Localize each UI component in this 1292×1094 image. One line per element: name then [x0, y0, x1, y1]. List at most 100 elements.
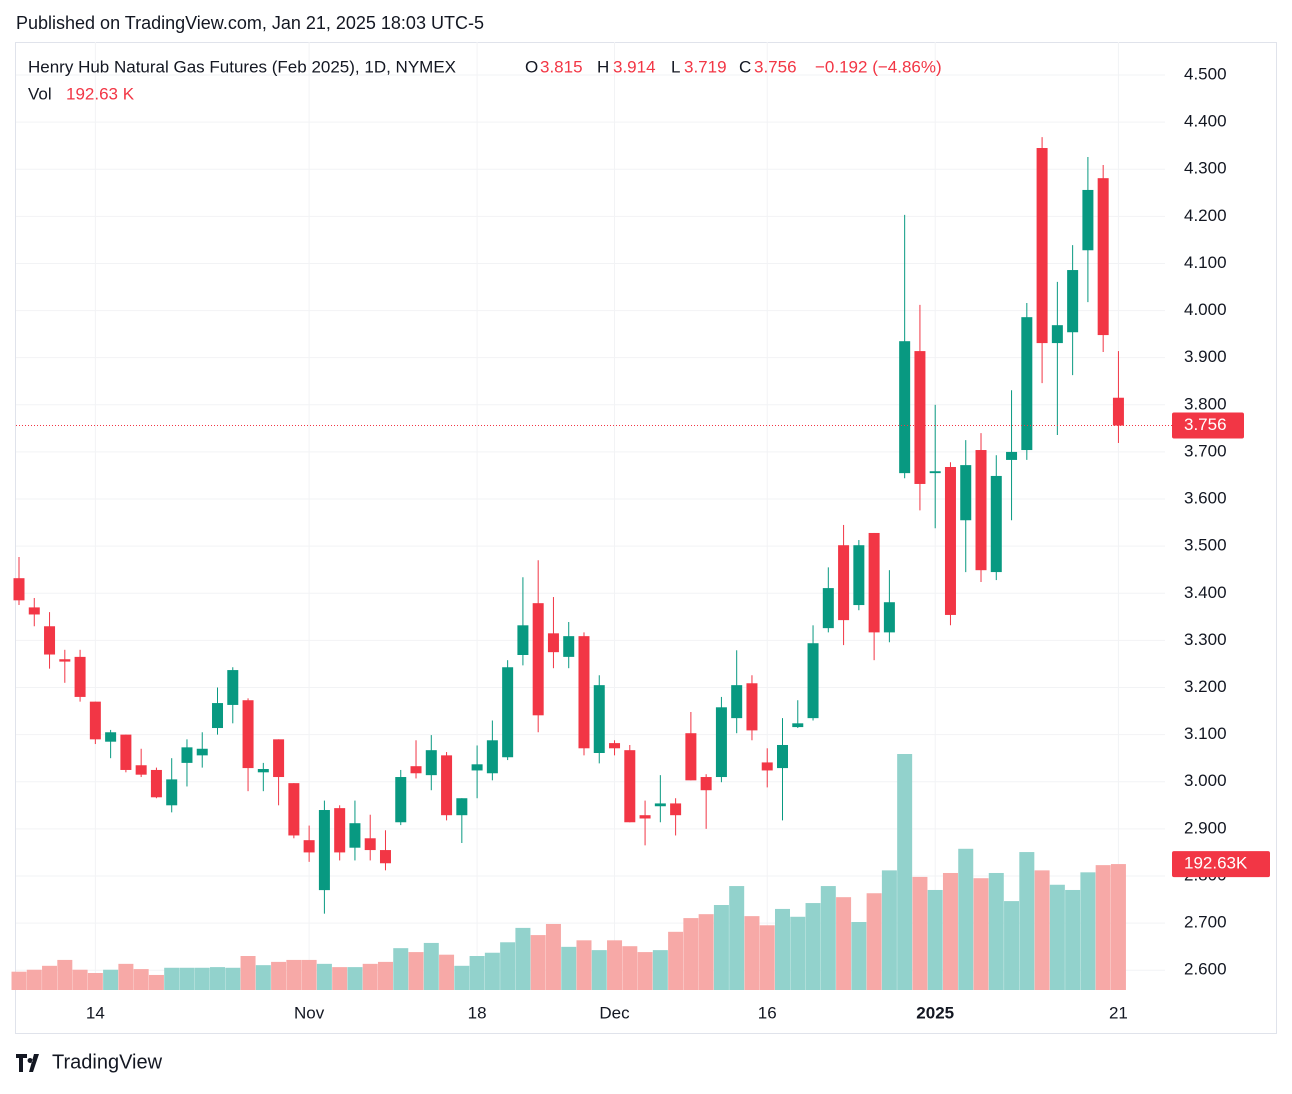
x-tick-label: 21: [1109, 1003, 1128, 1022]
candle-body: [89, 701, 101, 740]
candle-body: [150, 769, 162, 798]
candle-body: [1036, 148, 1048, 344]
legend: Henry Hub Natural Gas Futures (Feb 2025)…: [28, 57, 942, 103]
volume-bar: [439, 954, 455, 990]
candle-body: [777, 744, 788, 769]
y-tick-label: 3.600: [1184, 489, 1227, 508]
candle-body: [929, 471, 941, 474]
volume-bar: [881, 870, 897, 990]
candle-body: [746, 683, 758, 731]
candle-body: [13, 578, 25, 601]
candle-body: [868, 532, 880, 633]
candle-body: [807, 643, 819, 719]
volume-bar: [545, 923, 561, 990]
legend-value: 3.914: [613, 57, 656, 76]
candle-layer: [13, 137, 1124, 914]
candle-body: [28, 607, 40, 615]
candle-body: [960, 465, 972, 521]
grid: [16, 42, 1165, 990]
candle-body: [1112, 397, 1124, 426]
candle-body: [715, 707, 727, 778]
candle-body: [822, 588, 834, 629]
volume-bar: [103, 969, 119, 990]
candle-body: [593, 685, 605, 753]
y-tick-label: 4.300: [1184, 159, 1227, 178]
volume-bar: [42, 965, 58, 990]
candle-body: [257, 769, 269, 773]
volume-bar: [515, 927, 531, 990]
volume-bar: [423, 942, 439, 990]
volume-bar: [1049, 884, 1065, 990]
candle-body: [761, 762, 773, 771]
candle-body: [639, 815, 651, 819]
volume-bar: [729, 886, 745, 990]
y-tick-label: 3.900: [1184, 347, 1227, 366]
candle-body: [441, 755, 453, 816]
candle-body: [334, 808, 346, 853]
legend-value: 3.815: [540, 57, 583, 76]
y-tick-label: 4.400: [1184, 112, 1227, 131]
candle-body: [944, 466, 956, 615]
volume-bar: [836, 897, 852, 990]
y-tick-label: 4.500: [1184, 64, 1227, 83]
y-tick-label: 2.600: [1184, 960, 1227, 979]
volume-bar: [973, 878, 989, 990]
candle-body: [990, 475, 1002, 573]
candle-body: [547, 633, 559, 653]
volume-bar: [148, 974, 164, 990]
x-tick-label: 16: [758, 1003, 777, 1022]
volume-bar: [393, 948, 409, 990]
volume-bar: [561, 946, 577, 990]
volume-bar: [332, 967, 348, 990]
candle-body: [792, 723, 804, 728]
candle-body: [654, 803, 666, 807]
candle-body: [471, 764, 483, 771]
last-volume-badge: [1172, 851, 1270, 878]
legend-label: O: [525, 57, 538, 76]
last-price-badge: [1172, 412, 1244, 439]
volume-bar: [469, 956, 485, 990]
candle-body: [700, 777, 712, 791]
candle-body: [914, 351, 926, 484]
candle-body: [1051, 325, 1063, 344]
y-tick-label: 2.700: [1184, 913, 1227, 932]
volume-bar: [87, 973, 103, 990]
volume-bar: [1110, 864, 1126, 990]
candle-body: [410, 766, 422, 774]
volume-bar: [942, 872, 958, 990]
candle-body: [838, 545, 850, 621]
legend-label: L: [671, 57, 680, 76]
last-price-label: 3.756: [1184, 415, 1227, 434]
volume-bar: [255, 965, 271, 990]
candle-body: [670, 803, 682, 816]
volume-bar: [744, 916, 760, 990]
y-tick-label: 4.000: [1184, 300, 1227, 319]
legend-label: H: [597, 57, 609, 76]
volume-bar: [958, 848, 974, 990]
volume-bar: [713, 905, 729, 990]
volume-bar: [759, 925, 775, 990]
candle-body: [227, 670, 239, 705]
volume-bar: [133, 969, 149, 990]
y-tick-label: 3.300: [1184, 630, 1227, 649]
volume-bar: [866, 893, 882, 990]
volume-bar: [683, 918, 699, 990]
volume-bar: [698, 914, 714, 990]
volume-bar: [805, 903, 821, 990]
volume-bar: [286, 959, 302, 990]
volume-bar: [652, 950, 668, 990]
volume-bar: [530, 935, 546, 990]
candle-body: [624, 750, 636, 823]
y-tick-label: 4.200: [1184, 206, 1227, 225]
candle-body: [318, 810, 330, 891]
volume-bar: [408, 952, 424, 990]
candle-body: [1082, 189, 1094, 251]
volume-bar: [210, 967, 226, 990]
footer-logo: TradingView: [16, 1051, 163, 1073]
x-tick-label: 2025: [916, 1003, 954, 1022]
volume-bar: [1095, 865, 1111, 990]
volume-bar: [1065, 889, 1081, 990]
volume-bar: [484, 952, 500, 990]
